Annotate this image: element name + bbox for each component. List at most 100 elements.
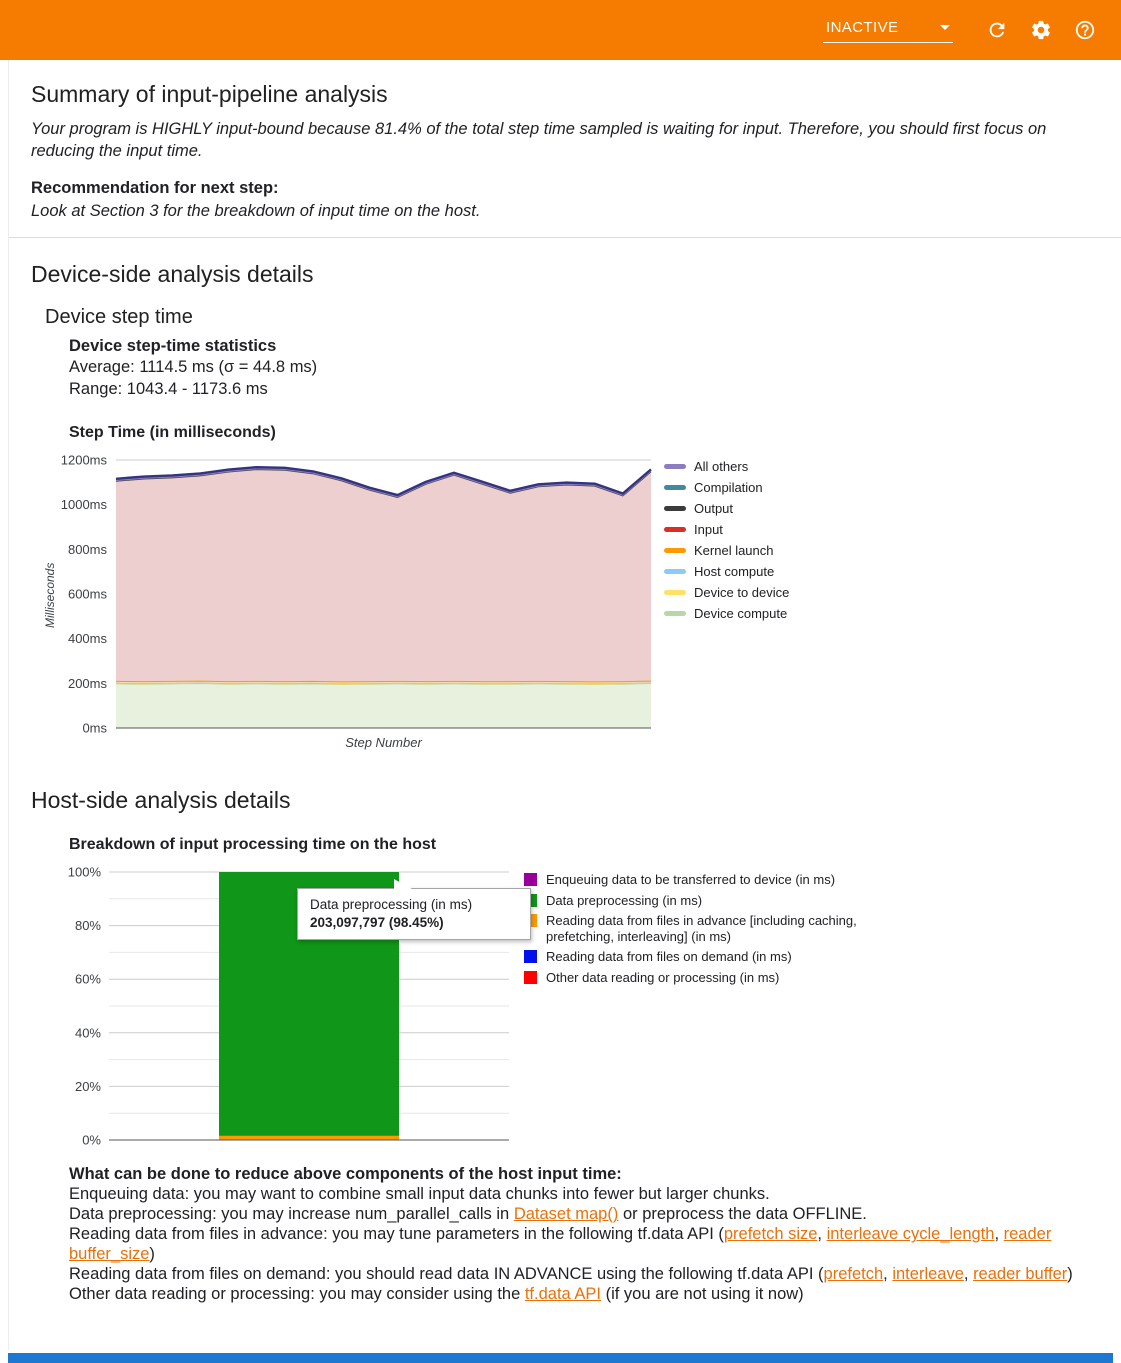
- legend-label: Host compute: [694, 563, 775, 579]
- advice-block: What can be done to reduce above compone…: [69, 1164, 1084, 1304]
- doc-link[interactable]: interleave: [892, 1265, 964, 1284]
- legend-label: Data preprocessing (in ms): [546, 892, 703, 908]
- stats-range: Range: 1043.4 - 1173.6 ms: [69, 379, 268, 398]
- legend-swatch: [524, 970, 537, 984]
- legend-item: Compilation: [664, 477, 789, 498]
- bottom-section-edge[interactable]: [8, 1353, 1113, 1363]
- chart-tooltip: Data preprocessing (in ms) 203,097,797 (…: [297, 879, 531, 941]
- advice-lines: Enqueuing data: you may want to combine …: [69, 1184, 1084, 1304]
- legend-item: Reading data from files on demand (in ms…: [524, 949, 876, 965]
- legend-swatch: [664, 463, 686, 469]
- settings-icon: [1032, 20, 1050, 40]
- legend-swatch: [664, 526, 686, 532]
- doc-link[interactable]: reader buffer_size: [69, 1225, 1052, 1264]
- help-button[interactable]: [1065, 10, 1105, 50]
- legend-item: Input: [664, 519, 789, 540]
- summary-section: Summary of input-pipeline analysis Your …: [9, 60, 1121, 237]
- svg-text:1000ms: 1000ms: [61, 497, 108, 512]
- help-icon: [1075, 20, 1095, 40]
- summary-title: Summary of input-pipeline analysis: [31, 81, 388, 107]
- svg-text:200ms: 200ms: [68, 675, 108, 690]
- legend-swatch: [664, 568, 686, 574]
- host-chart-title: Breakdown of input processing time on th…: [69, 836, 437, 854]
- svg-text:100%: 100%: [68, 866, 102, 880]
- doc-link[interactable]: prefetch: [823, 1265, 884, 1284]
- legend-label: Kernel launch: [694, 542, 774, 558]
- doc-link[interactable]: Dataset map(): [513, 1205, 619, 1224]
- device-side-section: Device-side analysis details Device step…: [9, 238, 1121, 752]
- refresh-button[interactable]: [977, 10, 1017, 50]
- legend-swatch: [664, 484, 686, 490]
- doc-link[interactable]: prefetch size: [723, 1225, 818, 1244]
- svg-text:40%: 40%: [75, 1026, 101, 1041]
- device-step-chart-plot[interactable]: 0ms 200ms 400ms 600ms 800ms 1000ms 1200ms Step …: [39, 450, 659, 752]
- device-chart-title: Step Time (in milliseconds): [69, 423, 276, 441]
- doc-link[interactable]: interleave cycle_length: [826, 1225, 995, 1244]
- advice-line: Other data reading or processing: you ma…: [69, 1285, 804, 1304]
- legend-swatch: [524, 873, 537, 887]
- settings-button[interactable]: [1021, 10, 1061, 50]
- run-status-select[interactable]: INACTIVE: [823, 17, 953, 43]
- stats-average: Average: 1114.5 ms (σ = 44.8 ms): [69, 358, 318, 377]
- host-section-title: Host-side analysis details: [31, 786, 291, 813]
- advice-line: Reading data from files in advance: you …: [69, 1225, 1052, 1264]
- legend-item: Kernel launch: [664, 540, 789, 561]
- caret-down-icon: [940, 25, 950, 30]
- legend-label: Enqueuing data to be transferred to devi…: [546, 872, 836, 888]
- svg-text:60%: 60%: [75, 972, 101, 987]
- svg-text:1200ms: 1200ms: [61, 452, 108, 467]
- svg-text:600ms: 600ms: [68, 586, 108, 601]
- svg-text:0%: 0%: [82, 1133, 101, 1148]
- svg-text:Step Number: Step Number: [345, 735, 422, 750]
- advice-line: Reading data from files on demand: you s…: [69, 1265, 1073, 1284]
- legend-label: Reading data from files on demand (in ms…: [546, 949, 792, 965]
- legend-swatch: [664, 505, 686, 511]
- legend-item: Host compute: [664, 561, 789, 582]
- legend-label: Device compute: [694, 605, 788, 621]
- device-section-title: Device-side analysis details: [31, 260, 314, 287]
- tooltip-value: 203,097,797 (98.45%): [310, 915, 444, 931]
- legend-label: All others: [694, 458, 749, 474]
- svg-text:400ms: 400ms: [68, 631, 108, 646]
- legend-item: Other data reading or processing (in ms): [524, 970, 876, 986]
- legend-label: Input: [694, 521, 723, 537]
- legend-label: Reading data from files in advance [incl…: [546, 913, 857, 944]
- legend-swatch: [664, 610, 686, 616]
- content-area: Summary of input-pipeline analysis Your …: [8, 60, 1121, 1350]
- y-axis-title: Milliseconds: [43, 561, 57, 628]
- legend-swatch: [524, 950, 537, 964]
- legend-item: Output: [664, 498, 789, 519]
- legend-item: Enqueuing data to be transferred to devi…: [524, 872, 876, 888]
- tooltip-title: Data preprocessing (in ms): [310, 897, 473, 913]
- legend-item: Reading data from files in advance [incl…: [524, 913, 876, 944]
- host-breakdown-chart: 0% 20% 40% 60% 80% 100% Data preprocessing (i…: [49, 865, 1099, 1158]
- host-chart-legend: Enqueuing data to be transferred to devi…: [524, 872, 876, 990]
- svg-text:0ms: 0ms: [82, 720, 107, 735]
- svg-text:80%: 80%: [75, 918, 101, 933]
- refresh-icon: [989, 22, 1005, 38]
- section-divider: [9, 236, 1121, 238]
- device-step-time-subtitle: Device step time: [45, 306, 193, 329]
- legend-item: Device to device: [664, 582, 789, 603]
- legend-swatch: [664, 547, 686, 553]
- legend-item: All others: [664, 456, 789, 477]
- run-status-label: INACTIVE: [826, 19, 899, 36]
- legend-item: Data preprocessing (in ms): [524, 893, 876, 909]
- recommendation-label: Recommendation for next step:: [31, 178, 279, 197]
- doc-link[interactable]: tf.data API: [524, 1285, 601, 1304]
- advice-line: Data preprocessing: you may increase num…: [69, 1205, 867, 1224]
- svg-text:800ms: 800ms: [68, 541, 108, 556]
- device-step-chart: Milliseconds 0ms 200ms 400ms 600ms 800ms 1000…: [39, 450, 1099, 752]
- stats-heading: Device step-time statistics: [69, 337, 277, 356]
- legend-label: Device to device: [694, 584, 790, 600]
- legend-label: Compilation: [694, 479, 763, 495]
- legend-item: Device compute: [664, 603, 789, 624]
- legend-swatch: [664, 589, 686, 595]
- advice-heading: What can be done to reduce above compone…: [69, 1165, 622, 1184]
- advice-line: Enqueuing data: you may want to combine …: [69, 1185, 770, 1204]
- app-toolbar: INACTIVE: [0, 0, 1121, 60]
- host-side-section: Host-side analysis details Breakdown of …: [9, 752, 1121, 1305]
- device-chart-legend: All others Compilation Output Input Kernel l…: [664, 456, 789, 624]
- recommendation-body: Look at Section 3 for the breakdown of i…: [31, 201, 481, 220]
- doc-link[interactable]: reader buffer: [973, 1265, 1068, 1284]
